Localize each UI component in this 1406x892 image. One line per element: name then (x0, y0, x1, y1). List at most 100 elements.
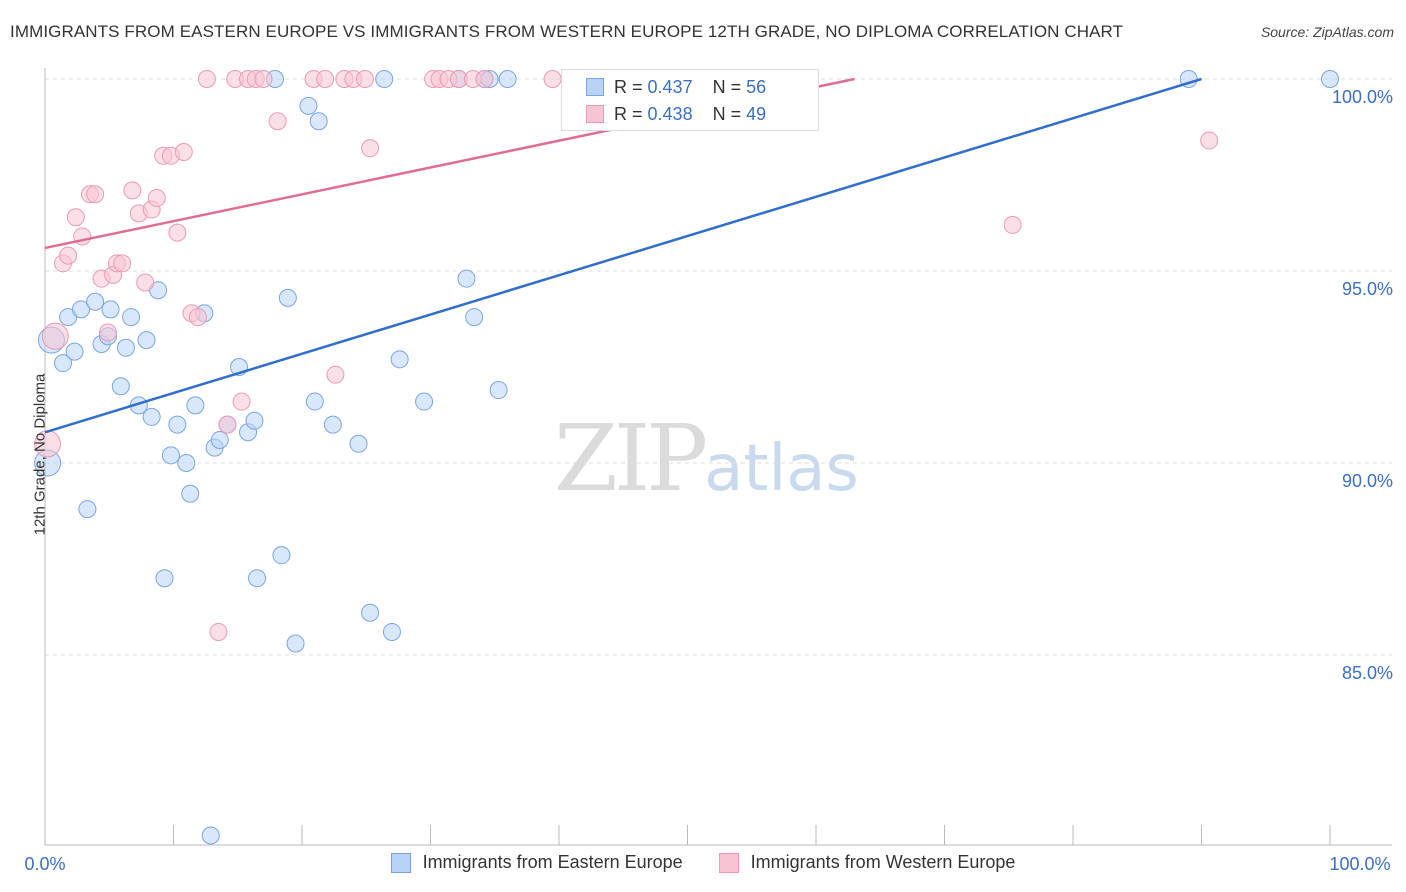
point-western (41, 322, 69, 350)
legend-n-value-eastern: 56 (746, 76, 767, 97)
point-eastern (299, 96, 318, 115)
point-eastern (101, 300, 120, 319)
legend-swatch-eastern (390, 852, 411, 873)
point-eastern (349, 434, 368, 453)
point-eastern (286, 634, 305, 653)
point-western (232, 392, 251, 411)
y-tick-label: 95.0% (1342, 279, 1393, 299)
legend-label-eastern: Immigrants from Eastern Europe (422, 852, 683, 872)
legend-n-value-western: 49 (746, 103, 767, 124)
point-eastern (137, 331, 156, 350)
point-western (355, 70, 374, 88)
point-western (218, 415, 237, 434)
point-eastern (161, 446, 180, 465)
y-tick-label: 85.0% (1342, 663, 1393, 683)
point-western (209, 622, 228, 641)
point-eastern (361, 603, 380, 622)
data-points (34, 70, 1339, 845)
legend-row-eastern: R = 0.437 N = 56 (586, 74, 766, 100)
point-eastern (201, 826, 220, 845)
legend-r-value-eastern: 0.437 (647, 76, 693, 97)
point-eastern (498, 70, 517, 88)
legend-swatch-western (586, 105, 604, 123)
point-western (98, 323, 117, 342)
legend-swatch-eastern (586, 78, 604, 96)
x-tick-label: 0.0% (24, 854, 65, 874)
axes (44, 68, 1392, 846)
legend-item-western[interactable]: Immigrants from Western Europe (718, 852, 1016, 873)
point-eastern (111, 377, 130, 396)
point-eastern (375, 70, 394, 88)
point-eastern (415, 392, 434, 411)
point-eastern (116, 338, 135, 357)
point-eastern (168, 415, 187, 434)
point-eastern (155, 569, 174, 588)
y-tick-label: 100.0% (1332, 87, 1393, 107)
point-western (147, 189, 166, 208)
legend-item-eastern[interactable]: Immigrants from Eastern Europe (390, 852, 683, 873)
stats-legend: R = 0.437 N = 56 R = 0.438 N = 49 (561, 69, 819, 131)
legend-swatch-western (718, 852, 739, 873)
legend-r-value-western: 0.438 (647, 103, 693, 124)
point-eastern (272, 546, 291, 565)
point-eastern (71, 300, 90, 319)
legend-n-label: N = (712, 76, 742, 97)
trend-line-eastern (44, 77, 1202, 434)
legend-r-label: R = (614, 103, 643, 124)
point-western (316, 70, 335, 88)
point-eastern (305, 392, 324, 411)
point-eastern (382, 622, 401, 641)
point-eastern (390, 350, 409, 369)
legend-label-western: Immigrants from Western Europe (750, 852, 1016, 872)
watermark: ZIPatlas (554, 405, 859, 512)
point-eastern (278, 288, 297, 307)
point-western (86, 185, 105, 204)
source-credit: Source: ZipAtlas.com (1260, 24, 1394, 40)
point-western (1003, 215, 1022, 234)
point-eastern (142, 407, 161, 426)
trend-lines (44, 77, 1202, 434)
point-western (168, 223, 187, 242)
point-western (123, 181, 142, 200)
point-western (59, 246, 78, 265)
point-eastern (122, 308, 141, 327)
point-eastern (457, 269, 476, 288)
point-western (188, 308, 207, 327)
legend-row-western: R = 0.438 N = 49 (586, 101, 766, 127)
point-eastern (248, 569, 267, 588)
y-tick-label: 90.0% (1342, 471, 1393, 491)
watermark-zip: ZIP (554, 405, 708, 512)
point-eastern (177, 454, 196, 472)
point-eastern (78, 500, 97, 519)
point-eastern (309, 112, 328, 131)
point-western (1200, 131, 1219, 150)
point-eastern (489, 381, 508, 400)
point-western (136, 273, 155, 292)
point-eastern (186, 396, 205, 415)
point-eastern (65, 342, 84, 361)
point-western (543, 70, 562, 88)
point-western (475, 70, 494, 88)
legend-r-label: R = (614, 76, 643, 97)
point-eastern (245, 411, 264, 430)
series-legend: Immigrants from Eastern Europe Immigrant… (0, 852, 1406, 873)
point-western (66, 208, 85, 227)
point-eastern (86, 292, 105, 311)
watermark-atlas: atlas (704, 432, 859, 506)
point-eastern (323, 415, 342, 434)
y-axis-label: 12th Grade, No Diploma (31, 373, 49, 536)
point-western (113, 254, 132, 273)
point-western (197, 70, 216, 88)
point-western (268, 112, 287, 131)
point-eastern (53, 354, 72, 373)
chart-title: IMMIGRANTS FROM EASTERN EUROPE VS IMMIGR… (10, 22, 1124, 41)
legend-n-label: N = (712, 103, 742, 124)
point-western (361, 139, 380, 158)
point-western (254, 70, 273, 88)
tick-labels: 85.0% 90.0% 95.0% 100.0% 0.0% 100.0% (24, 87, 1393, 874)
point-eastern (181, 484, 200, 503)
point-eastern (210, 430, 229, 449)
point-western (326, 365, 345, 384)
point-western (174, 142, 193, 161)
